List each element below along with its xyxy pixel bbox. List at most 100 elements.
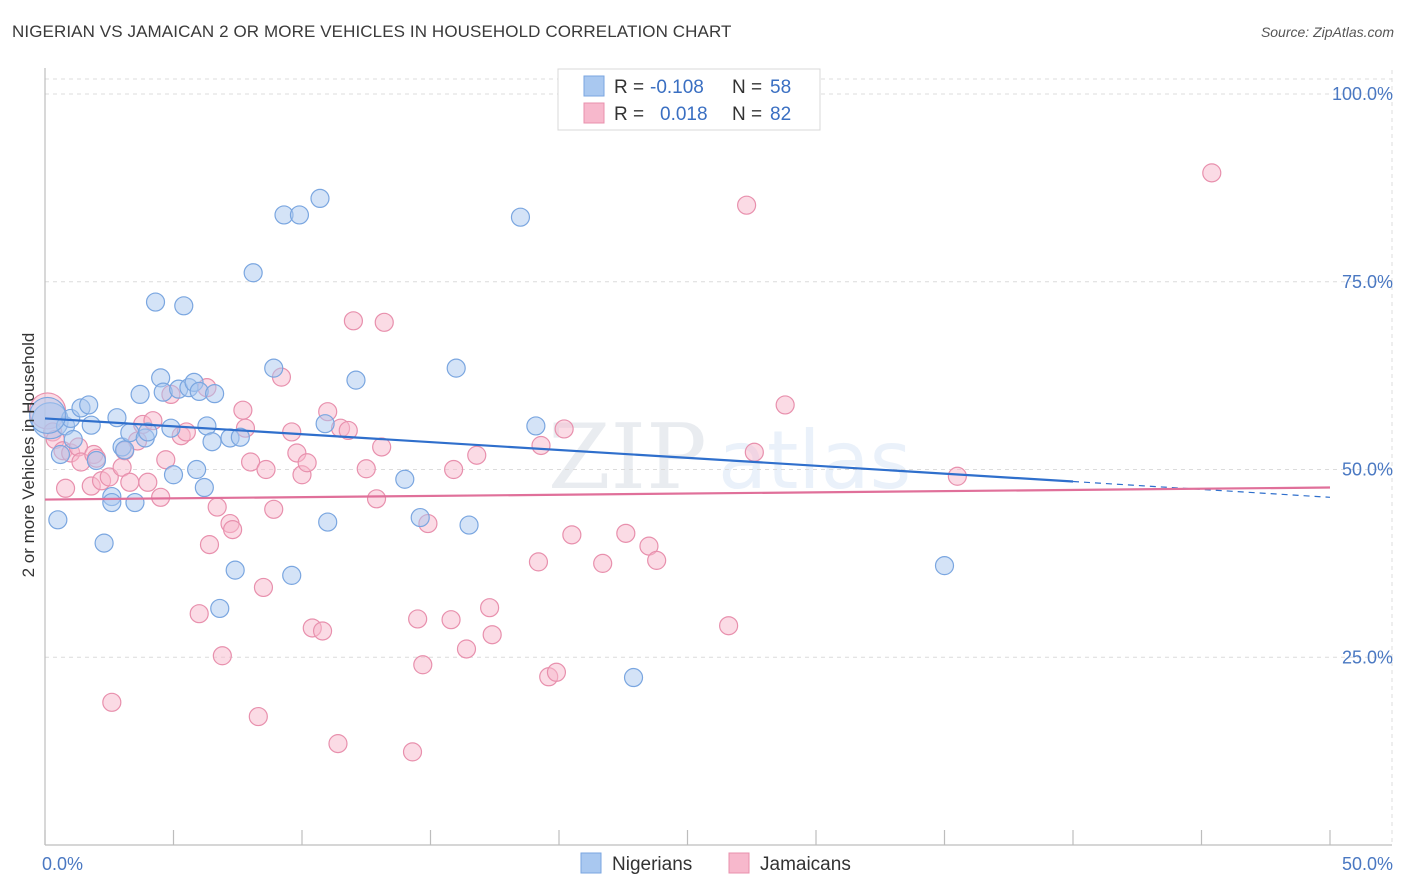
jamaican-point <box>102 692 122 712</box>
jamaican-point <box>413 655 433 675</box>
nigerian-point <box>225 560 245 580</box>
nigerian-point <box>161 418 181 438</box>
jamaican-point <box>374 312 394 332</box>
legend-r-value-nigerians: -0.108 <box>650 77 704 98</box>
jamaican-point <box>264 499 284 519</box>
jamaican-point <box>372 437 392 457</box>
bottom-legend-swatch-jamaicans <box>728 852 750 874</box>
legend-r-value-jamaicans: 0.018 <box>660 104 708 125</box>
jamaican-point <box>531 435 551 456</box>
legend-n-label-jamaicans: N = <box>732 104 762 125</box>
legend-n-label-nigerians: N = <box>732 77 762 98</box>
jamaican-point <box>189 604 209 624</box>
y-tick-label: 75.0% <box>1342 272 1393 292</box>
legend-swatch-nigerians <box>583 75 605 97</box>
jamaican-point <box>328 734 348 754</box>
legend-swatch-jamaicans <box>583 102 605 124</box>
nigerian-point <box>395 469 415 489</box>
nigerian-point <box>205 384 225 404</box>
nigerian-point <box>230 427 250 447</box>
jamaican-point <box>456 639 477 659</box>
y-tick-label: 25.0% <box>1342 647 1393 667</box>
jamaican-point <box>593 553 613 573</box>
legend: R = -0.108 N = 58 R = 0.018 N = 82 <box>557 68 821 131</box>
jamaican-point <box>212 646 232 666</box>
nigerian-point <box>194 477 214 498</box>
jamaican-point <box>647 550 667 570</box>
nigerian-point <box>526 416 546 436</box>
y-tick-labels: 25.0% 50.0% 75.0% 100.0% <box>1332 84 1393 667</box>
x-tick-labels: 0.0% 50.0% <box>42 854 1393 874</box>
nigerian-point <box>346 370 366 390</box>
nigerian-point <box>446 358 466 378</box>
nigerian-point <box>174 296 194 316</box>
jamaican-point <box>297 453 317 473</box>
jamaican-point <box>719 616 739 636</box>
nigerian-point <box>28 396 67 435</box>
jamaican-point <box>775 395 795 415</box>
jamaican-point <box>616 523 636 543</box>
jamaican-point <box>253 577 274 598</box>
nigerian-point <box>289 205 310 225</box>
nigerian-point <box>79 395 99 415</box>
watermark: ZIP atlas <box>548 405 911 510</box>
x-tick-label-min: 0.0% <box>42 854 83 874</box>
jamaican-point <box>366 489 387 509</box>
nigerian-point <box>63 429 83 450</box>
y-axis-label: 2 or more Vehicles in Household <box>19 333 38 578</box>
nigerian-point <box>202 432 222 452</box>
bottom-legend-swatch-nigerians <box>580 852 602 874</box>
legend-r-label-nigerians: R = <box>614 77 644 98</box>
jamaican-point <box>99 467 119 487</box>
nigerian-point <box>315 414 335 434</box>
jamaican-point <box>1202 163 1222 183</box>
nigerian-trend-extension <box>1072 480 1331 498</box>
nigerian-point <box>510 207 531 227</box>
nigerian-point <box>50 444 71 465</box>
jamaican-point <box>356 459 376 479</box>
jamaican-point <box>248 706 268 727</box>
bottom-legend-label-nigerians: Nigerians <box>612 854 692 875</box>
bottom-legend-label-jamaicans: Jamaicans <box>760 854 851 875</box>
nigerian-point <box>94 533 114 553</box>
nigerian-point <box>459 515 479 535</box>
nigerian-trend-line <box>44 417 1074 483</box>
jamaican-point <box>467 445 487 465</box>
y-tick-label: 100.0% <box>1332 84 1393 104</box>
jamaican-point <box>441 610 461 630</box>
nigerian-point <box>48 510 68 530</box>
legend-n-value-nigerians: 58 <box>770 77 791 98</box>
jamaican-point <box>199 535 220 555</box>
jamaican-point <box>312 621 333 641</box>
jamaican-point <box>562 525 582 545</box>
source-credit: Source: ZipAtlas.com <box>1260 24 1394 40</box>
legend-r-label-jamaicans: R = <box>614 104 644 125</box>
jamaican-point <box>55 478 76 498</box>
jamaican-point <box>408 609 428 629</box>
axes <box>44 68 1392 846</box>
nigerian-point <box>130 384 150 405</box>
jamaican-point <box>138 472 158 492</box>
nigerian-point <box>145 292 166 312</box>
jamaican-point <box>402 742 423 762</box>
nigerian-point <box>934 556 955 576</box>
jamaican-point <box>207 497 227 517</box>
y-tick-label: 50.0% <box>1342 460 1393 480</box>
jamaican-point <box>947 466 967 486</box>
jamaican-point <box>282 422 302 442</box>
jamaican-point <box>744 442 764 462</box>
jamaican-point <box>233 400 253 420</box>
nigerian-point <box>138 422 158 442</box>
nigerian-point <box>102 492 122 513</box>
nigerian-point <box>86 450 107 471</box>
nigerian-point <box>115 440 135 460</box>
jamaican-point <box>480 598 500 618</box>
nigerian-point <box>125 492 145 513</box>
nigerian-point <box>81 415 101 435</box>
jamaican-point <box>223 519 243 540</box>
jamaican-point <box>120 472 140 492</box>
jamaican-point <box>737 195 757 215</box>
nigerian-point <box>264 358 284 378</box>
jamaican-point <box>256 459 276 480</box>
